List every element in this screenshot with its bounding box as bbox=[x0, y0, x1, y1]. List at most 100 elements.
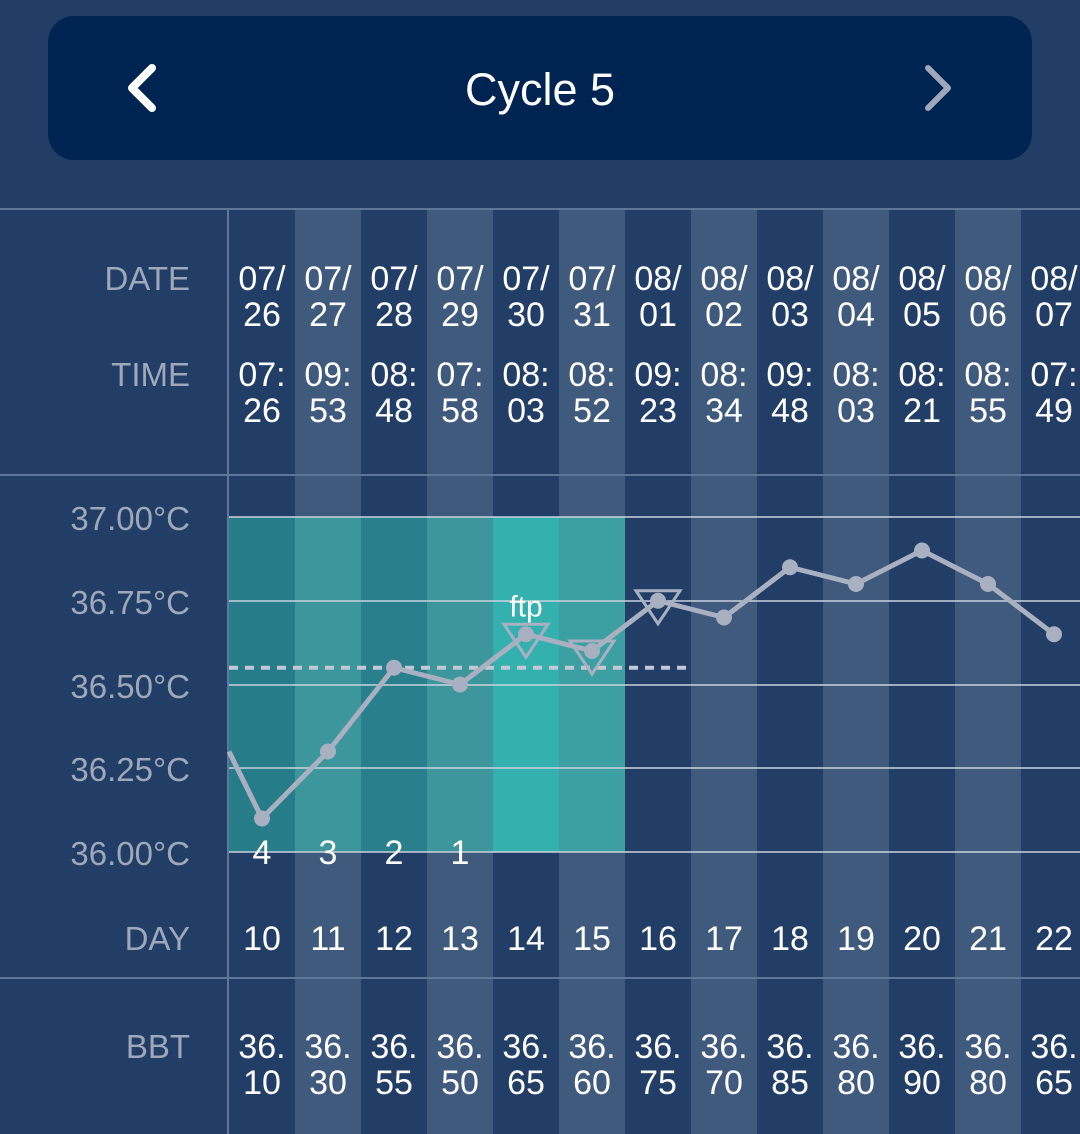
time-hour: 08: bbox=[502, 356, 549, 394]
bbt-decimal: 60 bbox=[573, 1064, 611, 1102]
bbt-point bbox=[914, 542, 930, 559]
bbt-integer: 36. bbox=[304, 1028, 351, 1066]
bbt-decimal: 75 bbox=[639, 1064, 677, 1102]
previous-cycle-button[interactable] bbox=[112, 50, 176, 126]
bbt-point bbox=[320, 743, 336, 760]
cycle-day-label: 20 bbox=[903, 920, 941, 958]
next-cycle-button[interactable] bbox=[904, 50, 968, 126]
bbt-point bbox=[650, 592, 666, 609]
countdown-label: 2 bbox=[385, 834, 404, 872]
date-day: 27 bbox=[309, 296, 347, 334]
date-month: 07/ bbox=[304, 260, 352, 298]
y-tick-label: 36.50°C bbox=[70, 668, 190, 705]
bbt-decimal: 30 bbox=[309, 1064, 347, 1102]
time-minute: 49 bbox=[1035, 392, 1073, 430]
cycle-day-label: 21 bbox=[969, 920, 1007, 958]
cycle-day-label: 18 bbox=[771, 920, 809, 958]
bbt-decimal: 90 bbox=[903, 1064, 941, 1102]
bbt-decimal: 80 bbox=[969, 1064, 1007, 1102]
bbt-integer: 36. bbox=[502, 1028, 549, 1066]
time-hour: 08: bbox=[898, 356, 945, 394]
date-month: 08/ bbox=[964, 260, 1012, 298]
time-minute: 58 bbox=[441, 392, 479, 430]
date-month: 07/ bbox=[436, 260, 484, 298]
day-column bbox=[1021, 210, 1080, 1134]
bbt-point bbox=[716, 609, 732, 626]
bbt-decimal: 65 bbox=[507, 1064, 545, 1102]
time-minute: 53 bbox=[309, 392, 347, 430]
day-column bbox=[691, 210, 757, 1134]
date-day: 01 bbox=[639, 296, 677, 334]
cycle-header: Cycle 5 bbox=[48, 16, 1032, 160]
time-minute: 03 bbox=[837, 392, 875, 430]
date-day: 06 bbox=[969, 296, 1007, 334]
cycle-day-label: 11 bbox=[310, 920, 345, 958]
chevron-right-icon bbox=[925, 65, 951, 111]
time-hour: 08: bbox=[700, 356, 747, 394]
date-day: 30 bbox=[507, 296, 545, 334]
bbt-decimal: 70 bbox=[705, 1064, 743, 1102]
y-tick-label: 36.75°C bbox=[70, 584, 190, 621]
date-month: 08/ bbox=[634, 260, 682, 298]
cycle-day-label: 14 bbox=[507, 920, 545, 958]
series-line-lead bbox=[226, 750, 265, 820]
bbt-integer: 36. bbox=[700, 1028, 747, 1066]
date-day: 29 bbox=[441, 296, 479, 334]
date-day: 02 bbox=[705, 296, 743, 334]
bbt-decimal: 85 bbox=[771, 1064, 809, 1102]
time-minute: 23 bbox=[639, 392, 677, 430]
time-hour: 09: bbox=[766, 356, 813, 394]
date-day: 03 bbox=[771, 296, 809, 334]
cycle-day-label: 15 bbox=[573, 920, 611, 958]
time-hour: 08: bbox=[964, 356, 1011, 394]
bbt-decimal: 50 bbox=[441, 1064, 479, 1102]
day-column bbox=[955, 210, 1021, 1134]
bbt-integer: 36. bbox=[766, 1028, 813, 1066]
countdown-label: 4 bbox=[253, 834, 272, 872]
bbt-row-label: BBT bbox=[126, 1028, 190, 1065]
time-hour: 07: bbox=[1030, 356, 1077, 394]
bbt-decimal: 10 bbox=[243, 1064, 281, 1102]
cycle-day-label: 16 bbox=[639, 920, 677, 958]
time-minute: 26 bbox=[243, 392, 281, 430]
date-month: 07/ bbox=[238, 260, 286, 298]
chevron-left-icon bbox=[128, 64, 156, 112]
date-day: 04 bbox=[837, 296, 875, 334]
bbt-point bbox=[254, 810, 270, 827]
date-day: 28 bbox=[375, 296, 413, 334]
date-month: 08/ bbox=[700, 260, 748, 298]
phase-marker bbox=[567, 639, 617, 677]
cycle-day-label: 13 bbox=[441, 920, 479, 958]
time-minute: 48 bbox=[771, 392, 809, 430]
time-hour: 08: bbox=[568, 356, 615, 394]
bbt-point bbox=[386, 659, 402, 676]
time-minute: 21 bbox=[903, 392, 941, 430]
bbt-decimal: 65 bbox=[1035, 1064, 1073, 1102]
cycle-day-label: 12 bbox=[375, 920, 413, 958]
day-column bbox=[757, 210, 823, 1134]
date-row-label: DATE bbox=[104, 260, 190, 297]
date-month: 08/ bbox=[832, 260, 880, 298]
bbt-decimal: 55 bbox=[375, 1064, 413, 1102]
time-minute: 03 bbox=[507, 392, 545, 430]
date-day: 26 bbox=[243, 296, 281, 334]
cycle-day-label: 19 bbox=[837, 920, 875, 958]
date-day: 31 bbox=[573, 296, 611, 334]
time-minute: 52 bbox=[573, 392, 611, 430]
bbt-integer: 36. bbox=[634, 1028, 681, 1066]
time-minute: 55 bbox=[969, 392, 1007, 430]
date-month: 07/ bbox=[502, 260, 550, 298]
time-hour: 07: bbox=[436, 356, 483, 394]
date-month: 08/ bbox=[766, 260, 814, 298]
date-month: 07/ bbox=[370, 260, 418, 298]
bbt-integer: 36. bbox=[964, 1028, 1011, 1066]
cycle-day-label: 10 bbox=[243, 920, 281, 958]
bbt-point bbox=[848, 576, 864, 592]
bbt-point bbox=[782, 559, 798, 576]
date-day: 07 bbox=[1035, 296, 1073, 334]
date-month: 08/ bbox=[1030, 260, 1078, 298]
phase-marker bbox=[633, 589, 683, 627]
time-row-label: TIME bbox=[111, 356, 190, 393]
phase-marker bbox=[501, 622, 551, 660]
